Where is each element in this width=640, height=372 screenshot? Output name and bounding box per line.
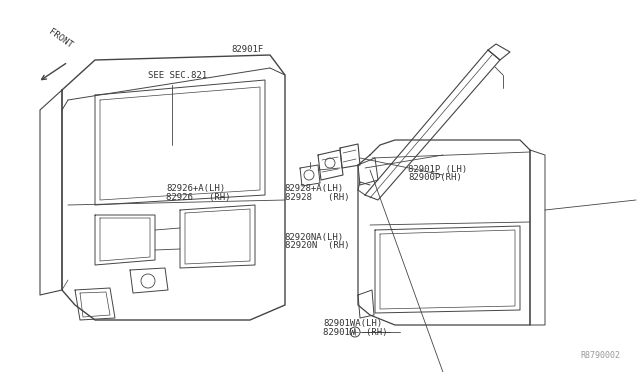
Text: 82901WA(LH): 82901WA(LH) (323, 319, 382, 328)
Text: FRONT: FRONT (47, 27, 74, 50)
Text: 82926   (RH): 82926 (RH) (166, 193, 231, 202)
Text: 82920N  (RH): 82920N (RH) (285, 241, 349, 250)
Text: 82901W  (RH): 82901W (RH) (323, 328, 388, 337)
Text: 82926+A(LH): 82926+A(LH) (166, 185, 225, 193)
Text: 82901F: 82901F (232, 45, 264, 54)
Text: 82901P (LH): 82901P (LH) (408, 165, 467, 174)
Text: 82928+A(LH): 82928+A(LH) (285, 185, 344, 193)
Text: 82928   (RH): 82928 (RH) (285, 193, 349, 202)
Text: 82900P(RH): 82900P(RH) (408, 173, 462, 182)
Text: R8790002: R8790002 (580, 351, 620, 360)
Text: SEE SEC.821: SEE SEC.821 (148, 71, 207, 80)
Text: 82920NA(LH): 82920NA(LH) (285, 233, 344, 242)
